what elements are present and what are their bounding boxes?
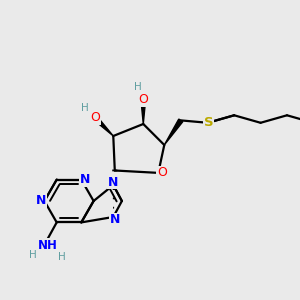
Text: N: N (80, 173, 90, 186)
Text: S: S (204, 116, 214, 129)
Text: N: N (36, 194, 46, 208)
Text: N: N (108, 176, 119, 188)
Text: H: H (58, 252, 66, 262)
Text: N: N (110, 214, 120, 226)
Text: NH: NH (38, 239, 58, 252)
Polygon shape (164, 119, 183, 145)
Text: O: O (157, 167, 167, 179)
Text: H: H (81, 103, 89, 113)
Text: H: H (29, 250, 37, 260)
Text: H: H (134, 82, 142, 92)
Text: O: O (90, 112, 100, 124)
Polygon shape (141, 102, 146, 124)
Text: O: O (138, 94, 148, 106)
Polygon shape (96, 119, 113, 136)
